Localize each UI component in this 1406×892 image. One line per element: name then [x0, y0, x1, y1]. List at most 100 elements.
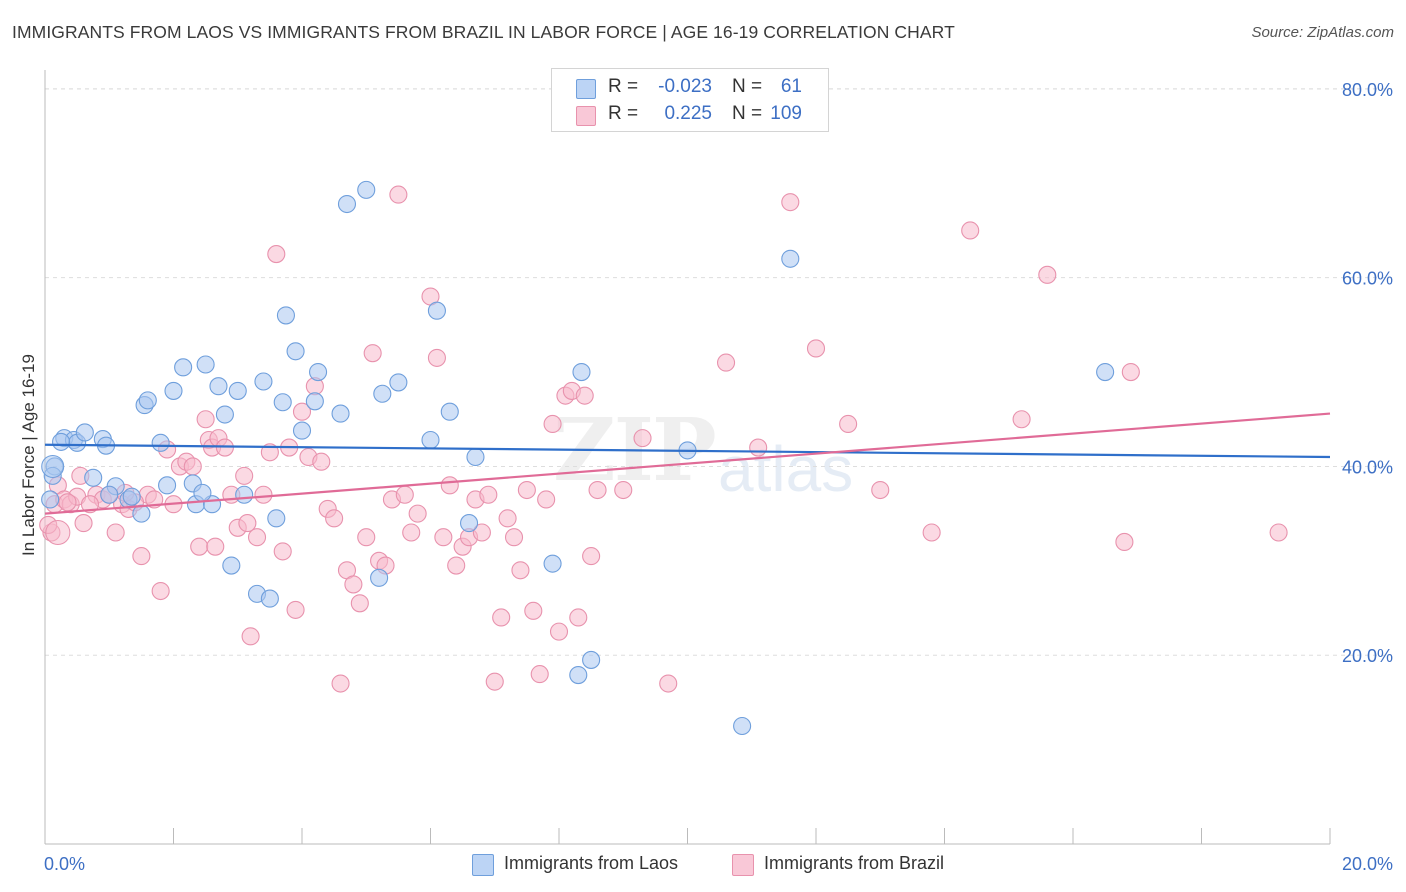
- brazil-point: [389, 185, 408, 204]
- laos-point: [357, 180, 376, 199]
- brazil-point: [238, 514, 257, 533]
- brazil-point: [1121, 362, 1140, 382]
- laos-point: [222, 556, 241, 575]
- brazil-point: [839, 414, 858, 434]
- brazil-r-label: R =: [608, 103, 639, 124]
- brazil-n-value: 109: [770, 103, 802, 124]
- brazil-point: [357, 528, 376, 547]
- brazil-point: [247, 528, 267, 547]
- y-tick-label: 60.0%: [1342, 269, 1393, 289]
- laos-point: [276, 306, 295, 325]
- bottom-laos-label: Immigrants from Laos: [504, 853, 679, 873]
- brazil-point: [1012, 410, 1031, 429]
- brazil-point: [614, 480, 633, 500]
- brazil-r-value: 0.225: [664, 103, 712, 124]
- x-tick-label-max: 20.0%: [1342, 854, 1393, 874]
- brazil-point: [241, 627, 260, 646]
- laos-point: [543, 554, 562, 573]
- axes: [44, 70, 1331, 845]
- brazil-point: [292, 402, 312, 421]
- brazil-point: [45, 520, 71, 546]
- laos-point: [174, 358, 193, 377]
- brazil-point: [575, 386, 594, 405]
- laos-point: [1096, 362, 1115, 382]
- brazil-swatch: [576, 106, 596, 126]
- brazil-point: [479, 485, 498, 504]
- laos-point: [466, 447, 485, 467]
- laos-point: [260, 589, 279, 608]
- laos-point: [781, 249, 800, 268]
- brazil-point: [1115, 532, 1134, 552]
- brazil-point: [106, 523, 125, 542]
- brazil-point: [273, 542, 292, 561]
- y-tick-label: 20.0%: [1342, 646, 1393, 666]
- brazil-point: [659, 674, 678, 693]
- brazil-point: [254, 485, 273, 504]
- brazil-point: [286, 600, 305, 619]
- brazil-point: [312, 452, 331, 471]
- laos-point: [572, 362, 591, 382]
- brazil-point: [511, 561, 530, 580]
- bottom-brazil-label: Immigrants from Brazil: [764, 853, 945, 873]
- brazil-point: [472, 523, 491, 542]
- brazil-point: [267, 245, 286, 264]
- laos-point: [254, 372, 273, 391]
- brazil-point: [498, 509, 517, 528]
- laos-point: [100, 485, 119, 504]
- laos-point: [228, 381, 247, 400]
- chart-title: IMMIGRANTS FROM LAOS VS IMMIGRANTS FROM …: [12, 22, 955, 42]
- laos-point: [41, 490, 60, 509]
- laos-point: [370, 568, 389, 587]
- chart-source: Source: ZipAtlas.com: [1251, 24, 1394, 41]
- brazil-point: [183, 457, 202, 476]
- brazil-point: [537, 490, 556, 509]
- correlation-legend: R = -0.023 N = 61 R = 0.225 N = 109: [551, 68, 829, 132]
- brazil-point: [196, 410, 215, 429]
- brazil-point: [749, 438, 768, 457]
- laos-n-value: 61: [780, 76, 802, 97]
- brazil-point: [569, 608, 588, 627]
- brazil-point: [395, 485, 414, 504]
- y-axis-label: In Labor Force | Age 16-19: [19, 354, 38, 556]
- brazil-point: [402, 523, 421, 542]
- laos-point: [582, 650, 601, 669]
- brazil-point: [530, 665, 549, 684]
- laos-point: [158, 476, 177, 495]
- laos-point: [41, 454, 65, 478]
- laos-point: [196, 355, 215, 374]
- laos-point: [193, 483, 212, 502]
- brazil-point: [716, 353, 736, 372]
- laos-point: [164, 381, 183, 400]
- laos-n-label: N =: [732, 76, 763, 97]
- brazil-point: [871, 480, 890, 500]
- grid-lines: [45, 88, 1392, 656]
- bottom-laos-swatch: [472, 854, 494, 876]
- laos-point: [75, 423, 94, 442]
- brazil-point: [132, 547, 151, 566]
- x-tick-label-min: 0.0%: [44, 854, 85, 874]
- brazil-point: [1269, 523, 1288, 542]
- y-tick-label: 80.0%: [1342, 80, 1393, 100]
- brazil-point: [504, 528, 524, 547]
- brazil-point: [633, 429, 652, 448]
- brazil-point: [434, 528, 453, 547]
- brazil-point: [363, 344, 382, 363]
- brazil-point: [524, 601, 543, 620]
- laos-point: [286, 342, 305, 361]
- laos-point: [273, 393, 292, 412]
- laos-point: [331, 404, 350, 423]
- laos-point: [309, 362, 328, 382]
- laos-point: [373, 384, 392, 403]
- brazil-point: [447, 556, 466, 575]
- brazil-point: [325, 509, 344, 528]
- laos-point: [292, 421, 312, 440]
- laos-point-group: [41, 180, 1115, 736]
- brazil-point: [58, 493, 77, 512]
- brazil-point: [485, 672, 504, 691]
- laos-r-label: R =: [608, 76, 639, 97]
- brazil-point-group: [39, 185, 1288, 693]
- watermark-atlas: atlas: [718, 433, 854, 505]
- brazil-point: [922, 523, 941, 542]
- brazil-point: [1038, 265, 1057, 284]
- brazil-point: [235, 466, 254, 485]
